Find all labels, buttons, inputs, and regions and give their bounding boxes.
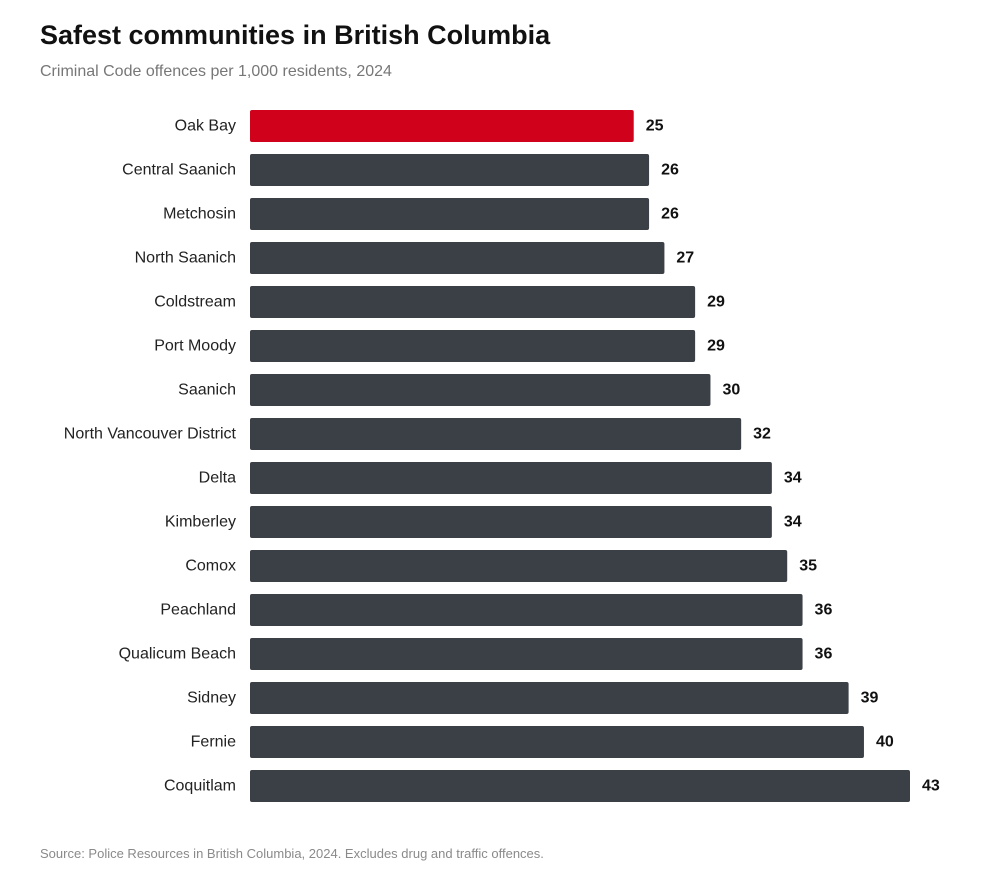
- category-label-coquitlam: Coquitlam: [164, 778, 236, 795]
- bar-port-moody: [250, 330, 696, 362]
- category-label-oak-bay: Oak Bay: [175, 118, 236, 135]
- chart-subtitle: Criminal Code offences per 1,000 residen…: [40, 63, 392, 80]
- value-label-qualicum-beach: 36: [815, 646, 833, 663]
- bar-comox: [250, 550, 788, 582]
- bar-qualicum-beach: [250, 638, 803, 670]
- category-label-port-moody: Port Moody: [154, 338, 236, 355]
- bar-coldstream: [250, 286, 696, 318]
- category-label-central-saanich: Central Saanich: [122, 162, 236, 179]
- value-label-coldstream: 29: [707, 294, 725, 311]
- bar-delta: [250, 462, 772, 494]
- category-label-sidney: Sidney: [187, 690, 236, 707]
- value-label-north-vancouver-district: 32: [753, 426, 771, 443]
- category-label-saanich: Saanich: [178, 382, 236, 399]
- value-label-north-saanich: 27: [676, 250, 694, 267]
- category-label-north-saanich: North Saanich: [135, 250, 236, 267]
- bar-peachland: [250, 594, 803, 626]
- value-label-kimberley: 34: [784, 514, 802, 531]
- category-label-kimberley: Kimberley: [165, 514, 236, 531]
- value-label-central-saanich: 26: [661, 162, 679, 179]
- bar-north-vancouver-district: [250, 418, 742, 450]
- bar-oak-bay: [250, 110, 634, 142]
- value-label-comox: 35: [799, 558, 817, 575]
- bar-north-saanich: [250, 242, 665, 274]
- bar-fernie: [250, 726, 864, 758]
- category-label-north-vancouver-district: North Vancouver District: [64, 426, 237, 443]
- value-label-fernie: 40: [876, 734, 894, 751]
- bar-saanich: [250, 374, 711, 406]
- category-label-comox: Comox: [185, 558, 236, 575]
- chart-source: Source: Police Resources in British Colu…: [40, 846, 544, 861]
- bar-sidney: [250, 682, 849, 714]
- value-label-delta: 34: [784, 470, 802, 487]
- bars-layer: [250, 110, 910, 802]
- bar-coquitlam: [250, 770, 910, 802]
- value-labels: 25 26 26 27 29 29 30 32 34 34 35 36 36 39 40 43: [646, 118, 940, 795]
- category-labels: Oak Bay Central Saanich Metchosin North Saa…: [64, 118, 237, 795]
- bar-metchosin: [250, 198, 650, 230]
- chart-title: Safest communities in British Columbia: [40, 20, 551, 50]
- value-label-sidney: 39: [861, 690, 879, 707]
- bar-central-saanich: [250, 154, 650, 186]
- value-label-metchosin: 26: [661, 206, 679, 223]
- category-label-peachland: Peachland: [160, 602, 236, 619]
- value-label-saanich: 30: [722, 382, 740, 399]
- value-label-peachland: 36: [815, 602, 833, 619]
- value-label-port-moody: 29: [707, 338, 725, 355]
- bar-kimberley: [250, 506, 772, 538]
- value-label-oak-bay: 25: [646, 118, 664, 135]
- value-label-coquitlam: 43: [922, 778, 940, 795]
- category-label-fernie: Fernie: [191, 734, 236, 751]
- category-label-qualicum-beach: Qualicum Beach: [119, 646, 236, 663]
- category-label-metchosin: Metchosin: [163, 206, 236, 223]
- category-label-coldstream: Coldstream: [154, 294, 236, 311]
- category-label-delta: Delta: [199, 470, 236, 487]
